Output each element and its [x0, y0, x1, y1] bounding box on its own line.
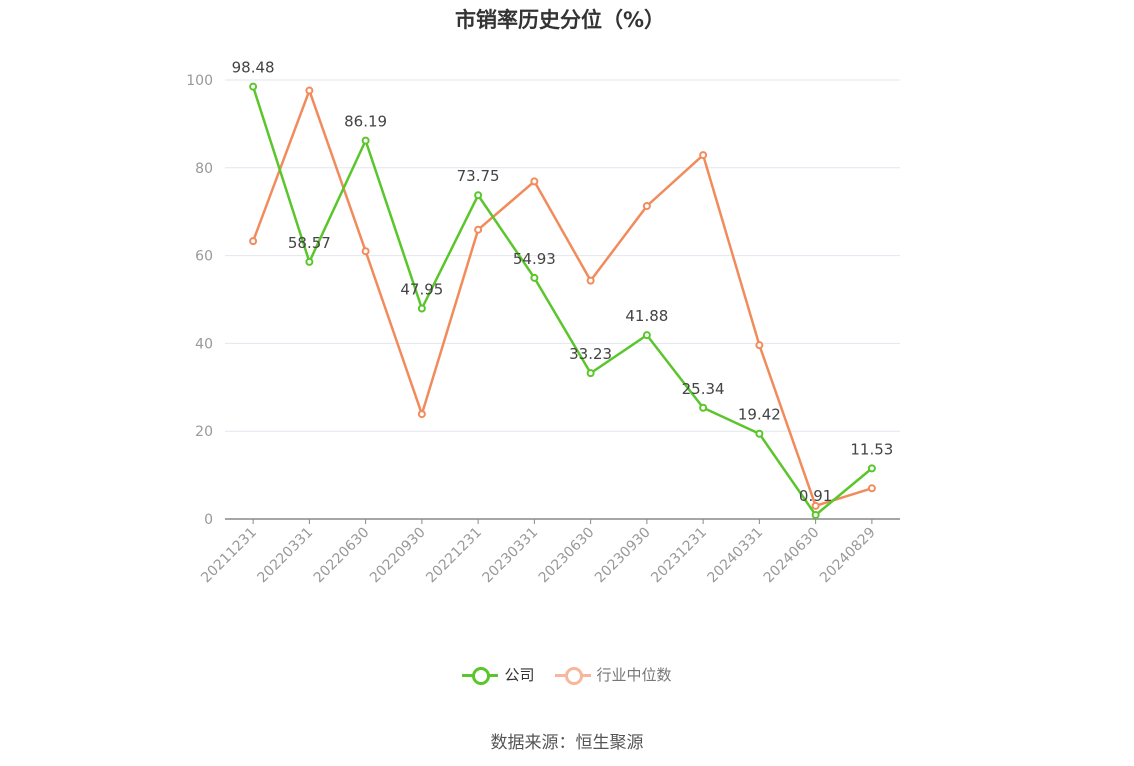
line-chart: 0204060801002021123120220331202206302022… — [186, 59, 900, 587]
x-tick-label: 20230331 — [479, 525, 541, 587]
data-label: 58.57 — [288, 234, 331, 252]
y-tick-label: 0 — [204, 512, 213, 528]
x-tick-label: 20221231 — [423, 525, 485, 587]
legend-label-industry: 行业中位数 — [596, 666, 672, 684]
data-point — [361, 136, 370, 145]
data-label: 73.75 — [457, 167, 500, 185]
data-label: 19.42 — [738, 406, 781, 424]
data-point — [474, 225, 483, 234]
data-point — [417, 410, 426, 419]
x-tick-label: 20240331 — [704, 525, 766, 587]
series-line — [251, 86, 873, 517]
data-point — [249, 237, 258, 246]
x-tick-label: 20231231 — [648, 525, 710, 587]
data-label: 0.91 — [799, 487, 832, 505]
x-tick-label: 20240829 — [817, 525, 879, 587]
series-line — [251, 89, 873, 508]
data-label: 11.53 — [850, 440, 893, 458]
x-tick-label: 20230630 — [536, 525, 598, 587]
data-label: 41.88 — [625, 307, 668, 325]
data-label: 98.48 — [232, 59, 275, 77]
y-tick-label: 60 — [195, 249, 213, 265]
y-tick-label: 20 — [195, 424, 213, 440]
y-tick-label: 80 — [195, 161, 213, 177]
data-point — [586, 369, 595, 378]
data-point — [530, 177, 539, 186]
x-tick-label: 20230930 — [592, 525, 654, 587]
data-point — [474, 191, 483, 200]
data-source: 数据来源：恒生聚源 — [490, 733, 644, 753]
data-label: 33.23 — [569, 345, 612, 363]
chart-title: 市销率历史分位（%） — [454, 8, 666, 32]
data-point — [530, 273, 539, 282]
data-label: 25.34 — [682, 380, 725, 398]
data-point — [305, 86, 314, 95]
legend-item-company[interactable]: 公司 — [462, 664, 535, 685]
data-point — [305, 257, 314, 266]
x-tick-label: 20220331 — [254, 525, 316, 587]
data-point — [417, 304, 426, 313]
y-tick-label: 40 — [195, 336, 213, 352]
data-point — [586, 276, 595, 285]
data-point — [867, 484, 876, 493]
x-tick-label: 20220930 — [367, 525, 429, 587]
legend-item-industry[interactable]: 行业中位数 — [554, 664, 672, 685]
data-point — [755, 341, 764, 350]
data-point — [699, 151, 708, 160]
data-point — [811, 511, 820, 520]
x-tick-label: 20211231 — [198, 525, 260, 587]
legend: 公司 行业中位数 — [0, 664, 1134, 685]
data-point — [642, 201, 651, 210]
data-point — [755, 429, 764, 438]
x-tick-label: 20220630 — [311, 525, 373, 587]
legend-marker-company-icon — [462, 666, 499, 685]
data-point — [642, 331, 651, 340]
data-point — [249, 82, 258, 91]
y-tick-label: 100 — [186, 73, 213, 89]
data-point — [699, 403, 708, 412]
x-tick-label: 20240630 — [761, 525, 823, 587]
legend-marker-industry-icon — [554, 666, 591, 685]
data-point — [867, 464, 876, 473]
data-label: 54.93 — [513, 250, 556, 268]
data-label: 47.95 — [400, 280, 443, 298]
data-point — [811, 501, 820, 510]
data-label: 86.19 — [344, 113, 387, 131]
legend-label-company: 公司 — [504, 666, 535, 684]
data-point — [361, 247, 370, 256]
